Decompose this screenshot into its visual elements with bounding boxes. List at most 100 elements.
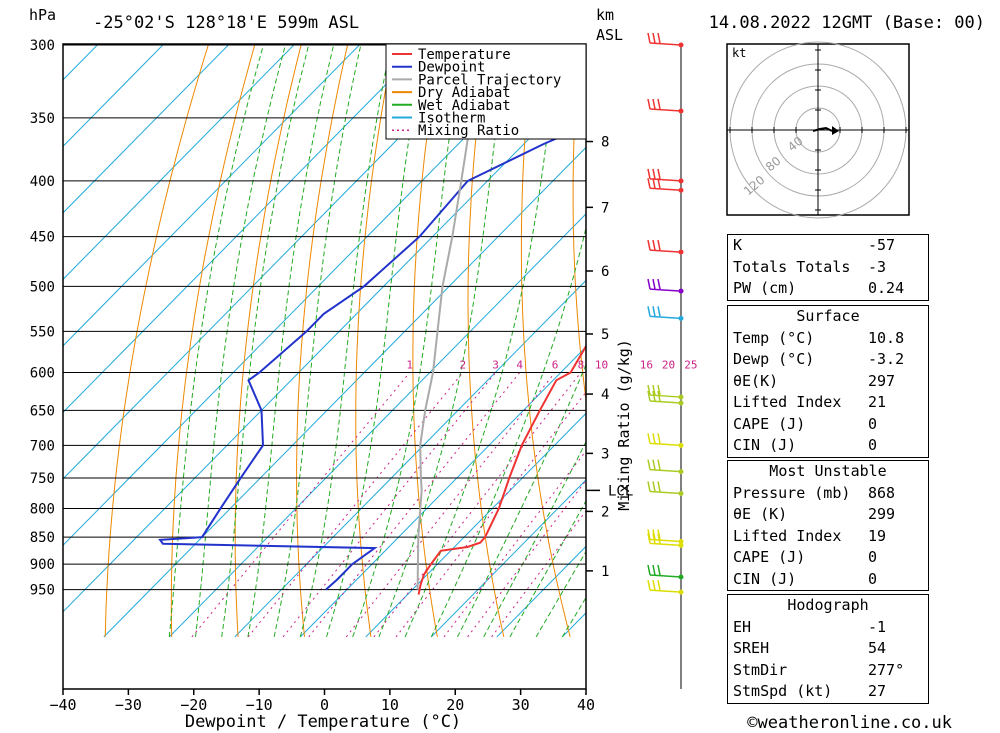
mu-thetae-value: 299 <box>868 505 896 523</box>
isotherm-line <box>63 44 362 347</box>
isotherm-line <box>365 412 586 638</box>
eh-label: EH <box>733 617 752 636</box>
k-index-value: -57 <box>868 236 896 254</box>
stmspd-value: 27 <box>868 682 887 700</box>
mixing-ratio-label: 25 <box>684 359 697 372</box>
wind-barb-staff <box>649 589 682 593</box>
mixing-ratio-line <box>308 372 521 638</box>
legend-label: Temperature <box>418 47 511 63</box>
totals-totals-row: Totals Totals -3 <box>728 257 928 279</box>
km-tick-label: 5 <box>601 327 609 343</box>
wind-barb-feather <box>647 529 651 540</box>
wind-barb-feather <box>657 278 661 290</box>
mixing-ratio-line <box>282 372 496 638</box>
wind-barb-feather <box>652 564 656 576</box>
y-tick-label: 550 <box>30 324 55 340</box>
wind-barb-feather <box>657 168 661 180</box>
mixing-ratio-line <box>395 391 586 638</box>
wind-barb-feather <box>657 564 661 576</box>
mu-thetae-row: θE (K) 299 <box>728 504 928 526</box>
wind-barb-feather <box>647 278 651 290</box>
km-tick-label: 6 <box>601 264 609 280</box>
mixing-ratio-line <box>373 372 582 638</box>
wind-barb-feather <box>647 533 651 544</box>
wind-barb <box>647 384 684 400</box>
dry-adiabat-line <box>234 44 302 637</box>
wind-barb-staff <box>649 315 682 320</box>
wind-barb-feather <box>652 529 656 540</box>
x-tick-label: 10 <box>381 696 399 714</box>
mu-li-value: 19 <box>868 526 887 545</box>
isotherm-line <box>63 44 165 148</box>
dewpoint-series <box>158 124 586 591</box>
wind-barb <box>647 32 684 48</box>
wet-adiabat-line <box>457 363 586 638</box>
stmspd-label: StmSpd (kt) <box>733 682 833 700</box>
isotherm-line <box>234 279 586 638</box>
y-tick-label: 650 <box>30 403 55 419</box>
indices-table: K -57 Totals Totals -3 PW (cm) 0.24 <box>727 234 929 301</box>
x-tick-label: −20 <box>180 696 207 714</box>
wind-barb-feather <box>652 98 656 110</box>
wind-barb-feather <box>657 384 661 396</box>
mixing-ratio-label: 2 <box>459 359 466 372</box>
wind-barb-staff <box>649 249 682 253</box>
wind-barb-feather <box>652 533 656 544</box>
isotherm-line <box>299 346 586 638</box>
dry-adiabat-line <box>412 44 442 637</box>
wet-adiabat-line <box>430 225 586 638</box>
surface-dewp-label: Dewp (°C) <box>733 350 815 368</box>
mixing-ratio-line <box>345 372 556 638</box>
legend-label: Dry Adiabat <box>418 85 511 101</box>
wind-barb-feather <box>657 390 661 402</box>
sreh-value: 54 <box>868 639 887 657</box>
km-unit-label: km <box>596 6 614 24</box>
parcel-trajectory-series <box>416 44 485 590</box>
wind-barb-staff <box>649 400 682 404</box>
y-tick-label: 400 <box>30 174 55 190</box>
dry-adiabat-line <box>947 12 1000 637</box>
surface-cape-label: CAPE (J) <box>733 414 806 433</box>
wind-barb-feather <box>652 579 656 591</box>
wind-barb-staff <box>649 442 682 447</box>
legend-label: Isotherm <box>418 111 485 127</box>
wind-barb-feather <box>647 481 651 492</box>
dry-adiabat-line <box>104 44 210 637</box>
legend-box <box>385 43 587 140</box>
y-tick-label: 600 <box>30 366 55 382</box>
asl-unit-label: ASL <box>596 26 623 44</box>
wet-adiabat-line <box>404 44 560 638</box>
wet-adiabat-line <box>378 44 508 638</box>
wind-barb-staff <box>649 187 682 192</box>
surface-li-label: Lifted Index <box>733 393 842 411</box>
isotherm-line <box>103 146 586 638</box>
isotherm-line <box>63 44 296 281</box>
wind-barb <box>647 433 684 448</box>
wind-barb-feather <box>652 239 656 251</box>
wind-barb <box>647 529 684 545</box>
pw-row: PW (cm) 0.24 <box>728 278 928 300</box>
surface-cape-value: 0 <box>868 414 878 433</box>
dry-adiabat-line <box>520 44 571 638</box>
wind-barb <box>647 278 684 294</box>
mixing-ratio-label: 4 <box>516 359 523 372</box>
wind-barb-staff <box>649 108 682 112</box>
km-tick-label: 4 <box>601 387 609 403</box>
y-tick-label: 450 <box>30 230 55 246</box>
wind-barb-feather <box>652 459 656 470</box>
mu-pressure-row: Pressure (mb) 868 <box>728 483 928 505</box>
wind-barb-feather <box>647 306 651 317</box>
wind-barb-feather <box>657 239 661 251</box>
mu-cin-row: CIN (J) 0 <box>728 569 928 591</box>
surface-dewp-row: Dewp (°C) -3.2 <box>728 349 928 371</box>
wind-barb-feather <box>657 529 661 540</box>
x-tick-label: 0 <box>320 696 329 714</box>
dry-adiabat-line <box>296 44 349 637</box>
wind-barb-feather <box>652 433 656 444</box>
wind-barb-feather <box>657 533 661 544</box>
surface-temp-row: Temp (°C) 10.8 <box>728 328 928 350</box>
surface-title: Surface <box>796 307 860 325</box>
mixing-ratio-label: 3 <box>492 359 499 372</box>
mixing-ratio-axis-title: Mixing Ratio (g/kg) <box>615 339 633 511</box>
